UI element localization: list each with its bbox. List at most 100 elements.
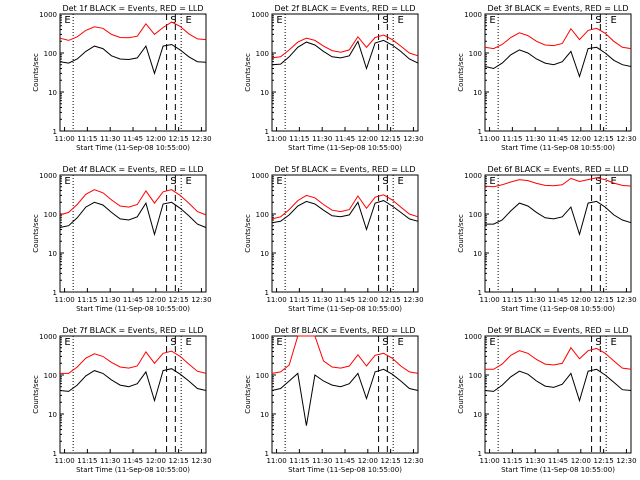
x-tick-label: 11:45 [123, 296, 143, 304]
detector-panel-6: Det 6f BLACK = Events, RED = LLD 1 10 100 10… [457, 165, 637, 313]
marker-label: E [398, 176, 404, 187]
red-lld-series [484, 27, 632, 50]
x-tick-label: 11:00 [266, 296, 286, 304]
black-events-series [484, 46, 632, 79]
x-tick-label: 11:30 [312, 135, 332, 143]
x-tick-label: 11:00 [54, 135, 74, 143]
red-lld-series [59, 189, 207, 216]
marker-label: S [382, 15, 388, 26]
y-tick-label: 10 [473, 411, 482, 419]
marker-label: E [64, 176, 70, 187]
marker-label: E [489, 15, 495, 26]
x-tick-label: 11:30 [100, 296, 120, 304]
x-tick-label: 11:30 [100, 135, 120, 143]
x-tick-label: 12:30 [191, 135, 211, 143]
x-tick-label: 11:30 [312, 296, 332, 304]
x-tick-label: 11:30 [312, 457, 332, 465]
plot-frame [271, 335, 419, 454]
y-tick-label: 1000 [464, 11, 482, 19]
y-tick-label: 100 [469, 211, 482, 219]
x-axis-label: Start Time (11-Sep-08 10:55:00) [76, 144, 190, 152]
x-tick-label: 11:15 [289, 296, 309, 304]
red-lld-series [484, 177, 632, 188]
plot-frame [59, 174, 207, 293]
x-tick-label: 11:45 [335, 296, 355, 304]
marker-label: S [170, 176, 176, 187]
plot-frame [59, 13, 207, 132]
x-tick-label: 12:15 [594, 457, 614, 465]
black-events-series [485, 200, 632, 237]
y-axis-label: Counts/sec [244, 375, 252, 414]
x-axis-label: Start Time (11-Sep-08 10:55:00) [501, 466, 615, 474]
x-tick-label: 12:00 [146, 296, 166, 304]
y-axis-label: Counts/sec [32, 375, 40, 414]
x-tick-label: 12:15 [169, 296, 189, 304]
red-lld-series [485, 346, 632, 370]
panel-title: Det 7f BLACK = Events, RED = LLD [62, 326, 203, 335]
marker-label: E [398, 15, 404, 26]
x-tick-label: 12:15 [381, 135, 401, 143]
y-axis-label: Counts/sec [457, 375, 465, 414]
detector-panel-1: Det 1f BLACK = Events, RED = LLD 1 10 100 10… [32, 4, 212, 152]
y-tick-label: 1 [478, 450, 482, 458]
x-tick-label: 11:00 [54, 296, 74, 304]
marker-label: E [611, 176, 617, 187]
marker-label: E [489, 337, 495, 348]
x-tick-label: 11:45 [335, 135, 355, 143]
x-tick-label: 11:15 [77, 296, 97, 304]
y-tick-label: 1 [53, 450, 57, 458]
x-tick-label: 12:00 [571, 135, 591, 143]
marker-label: S [595, 176, 601, 187]
plot-frame [271, 13, 419, 132]
black-events-series [59, 43, 207, 76]
y-tick-label: 100 [256, 372, 269, 380]
marker-label: S [170, 15, 176, 26]
panel-title: Det 1f BLACK = Events, RED = LLD [62, 4, 203, 13]
x-axis-label: Start Time (11-Sep-08 10:55:00) [288, 144, 402, 152]
marker-label: S [595, 15, 601, 26]
x-tick-label: 12:00 [146, 135, 166, 143]
x-axis-label: Start Time (11-Sep-08 10:55:00) [76, 305, 190, 313]
x-tick-label: 11:15 [289, 457, 309, 465]
x-tick-label: 12:30 [616, 457, 636, 465]
x-tick-label: 11:15 [502, 296, 522, 304]
x-tick-label: 11:00 [266, 457, 286, 465]
x-tick-label: 12:15 [381, 296, 401, 304]
x-tick-label: 12:30 [616, 135, 636, 143]
y-tick-label: 1000 [251, 11, 269, 19]
x-tick-label: 12:00 [358, 296, 378, 304]
y-tick-label: 1000 [39, 333, 57, 341]
y-tick-label: 10 [260, 89, 269, 97]
y-axis-label: Counts/sec [32, 214, 40, 253]
detector-panel-4: Det 4f BLACK = Events, RED = LLD 1 10 100 10… [32, 165, 212, 313]
y-axis-label: Counts/sec [244, 214, 252, 253]
x-tick-label: 11:00 [54, 457, 74, 465]
x-tick-label: 11:45 [123, 135, 143, 143]
plot-frame [484, 335, 632, 454]
black-events-series [59, 201, 207, 237]
red-lld-series [271, 34, 419, 59]
y-axis-label: Counts/sec [457, 214, 465, 253]
x-tick-label: 12:00 [146, 457, 166, 465]
x-axis-label: Start Time (11-Sep-08 10:55:00) [501, 305, 615, 313]
y-tick-label: 100 [469, 372, 482, 380]
detector-panel-7: Det 7f BLACK = Events, RED = LLD 1 10 100 10… [32, 326, 212, 474]
x-axis-label: Start Time (11-Sep-08 10:55:00) [288, 466, 402, 474]
marker-label: S [382, 337, 388, 348]
y-tick-label: 100 [256, 50, 269, 58]
x-tick-label: 12:00 [358, 135, 378, 143]
y-tick-label: 1 [265, 450, 269, 458]
x-tick-label: 12:15 [594, 296, 614, 304]
y-tick-label: 1 [53, 128, 57, 136]
y-tick-label: 10 [473, 250, 482, 258]
y-tick-label: 1000 [464, 172, 482, 180]
x-tick-label: 11:45 [548, 296, 568, 304]
plot-frame [271, 174, 419, 293]
x-tick-label: 12:30 [191, 296, 211, 304]
x-tick-label: 11:15 [502, 457, 522, 465]
black-events-series [271, 368, 419, 426]
marker-label: E [398, 337, 404, 348]
x-axis-label: Start Time (11-Sep-08 10:55:00) [501, 144, 615, 152]
y-tick-label: 1000 [251, 333, 269, 341]
